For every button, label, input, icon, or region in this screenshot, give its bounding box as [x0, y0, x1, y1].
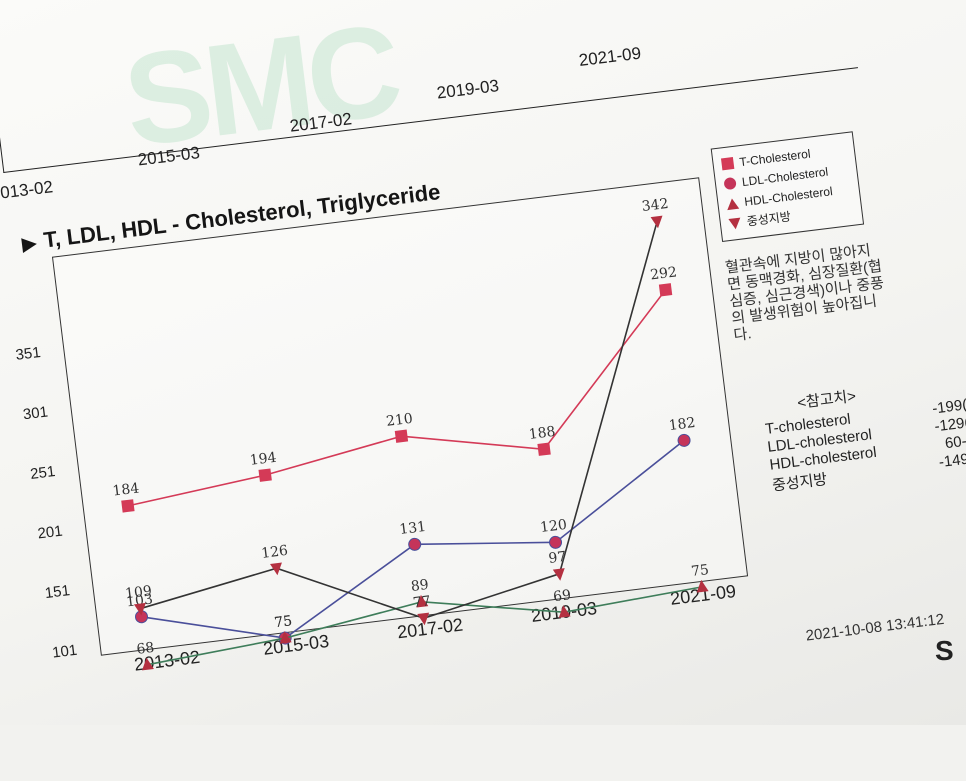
data-label: 131 — [399, 519, 427, 538]
data-point — [658, 283, 673, 297]
data-label: 77 — [412, 593, 432, 611]
data-label: 292 — [649, 264, 677, 283]
y-tick-label: 101 — [51, 641, 79, 662]
data-label: 182 — [668, 415, 696, 434]
report-page: SMC 2013-02 2015-03 2017-02 2019-03 2021… — [0, 0, 966, 725]
x-tick-label: 2017-02 — [396, 614, 465, 643]
data-label: 126 — [260, 543, 289, 562]
data-point — [416, 594, 429, 608]
data-point — [408, 537, 422, 551]
data-point — [650, 215, 663, 229]
data-point — [696, 579, 709, 593]
data-point — [279, 631, 292, 644]
data-label: 342 — [641, 196, 669, 215]
reference-title: <참고치> — [796, 387, 857, 412]
data-point — [537, 442, 551, 456]
triangle-up-marker-icon — [725, 197, 740, 210]
data-point — [558, 605, 571, 618]
legend: T-Cholesterol LDL-Cholesterol HDL-Choles… — [710, 131, 865, 242]
data-label: 75 — [690, 562, 710, 580]
y-tick-label: 201 — [36, 522, 64, 543]
corner-logo: S — [935, 635, 954, 666]
y-tick-label: 301 — [21, 403, 49, 424]
data-label: 210 — [385, 411, 413, 430]
data-label: 103 — [125, 591, 153, 610]
health-note: 혈관속에 지방이 많아지면 동맥경화, 심장질환(협심증, 심근경색)이나 중풍… — [724, 241, 885, 345]
data-point — [133, 602, 146, 616]
data-point — [552, 568, 565, 581]
data-label: 68 — [136, 640, 156, 658]
reference-value: -199(mg/dl) — [931, 391, 966, 418]
data-point — [121, 499, 135, 513]
data-label: 97 — [548, 549, 568, 567]
data-label: 69 — [552, 587, 572, 605]
triangle-down-marker-icon — [728, 217, 742, 230]
y-tick-label: 151 — [43, 582, 71, 603]
data-point — [270, 562, 282, 576]
data-point — [258, 468, 272, 482]
data-label: 188 — [528, 424, 556, 443]
data-label: 120 — [539, 517, 567, 536]
data-label: 194 — [249, 450, 278, 469]
data-label: 184 — [112, 480, 141, 499]
data-label: 109 — [124, 583, 152, 602]
y-tick-label: 251 — [29, 463, 57, 483]
play-arrow-icon: ▶ — [20, 232, 38, 255]
y-tick-label: 351 — [14, 343, 42, 364]
data-point — [394, 429, 409, 443]
data-point — [677, 433, 691, 447]
data-label: 75 — [273, 613, 293, 631]
data-label: 75 — [273, 613, 293, 631]
top-x-tick: 2013-02 — [0, 177, 54, 204]
data-label: 89 — [410, 577, 430, 595]
data-point — [549, 535, 563, 549]
data-point — [142, 657, 154, 671]
legend-label: 중성지방 — [746, 209, 792, 229]
print-timestamp: 2021-10-08 13:41:12 — [804, 610, 946, 645]
circle-marker-icon — [723, 176, 737, 191]
data-point — [417, 612, 430, 626]
series-line — [127, 289, 667, 507]
square-marker-icon — [720, 157, 735, 171]
